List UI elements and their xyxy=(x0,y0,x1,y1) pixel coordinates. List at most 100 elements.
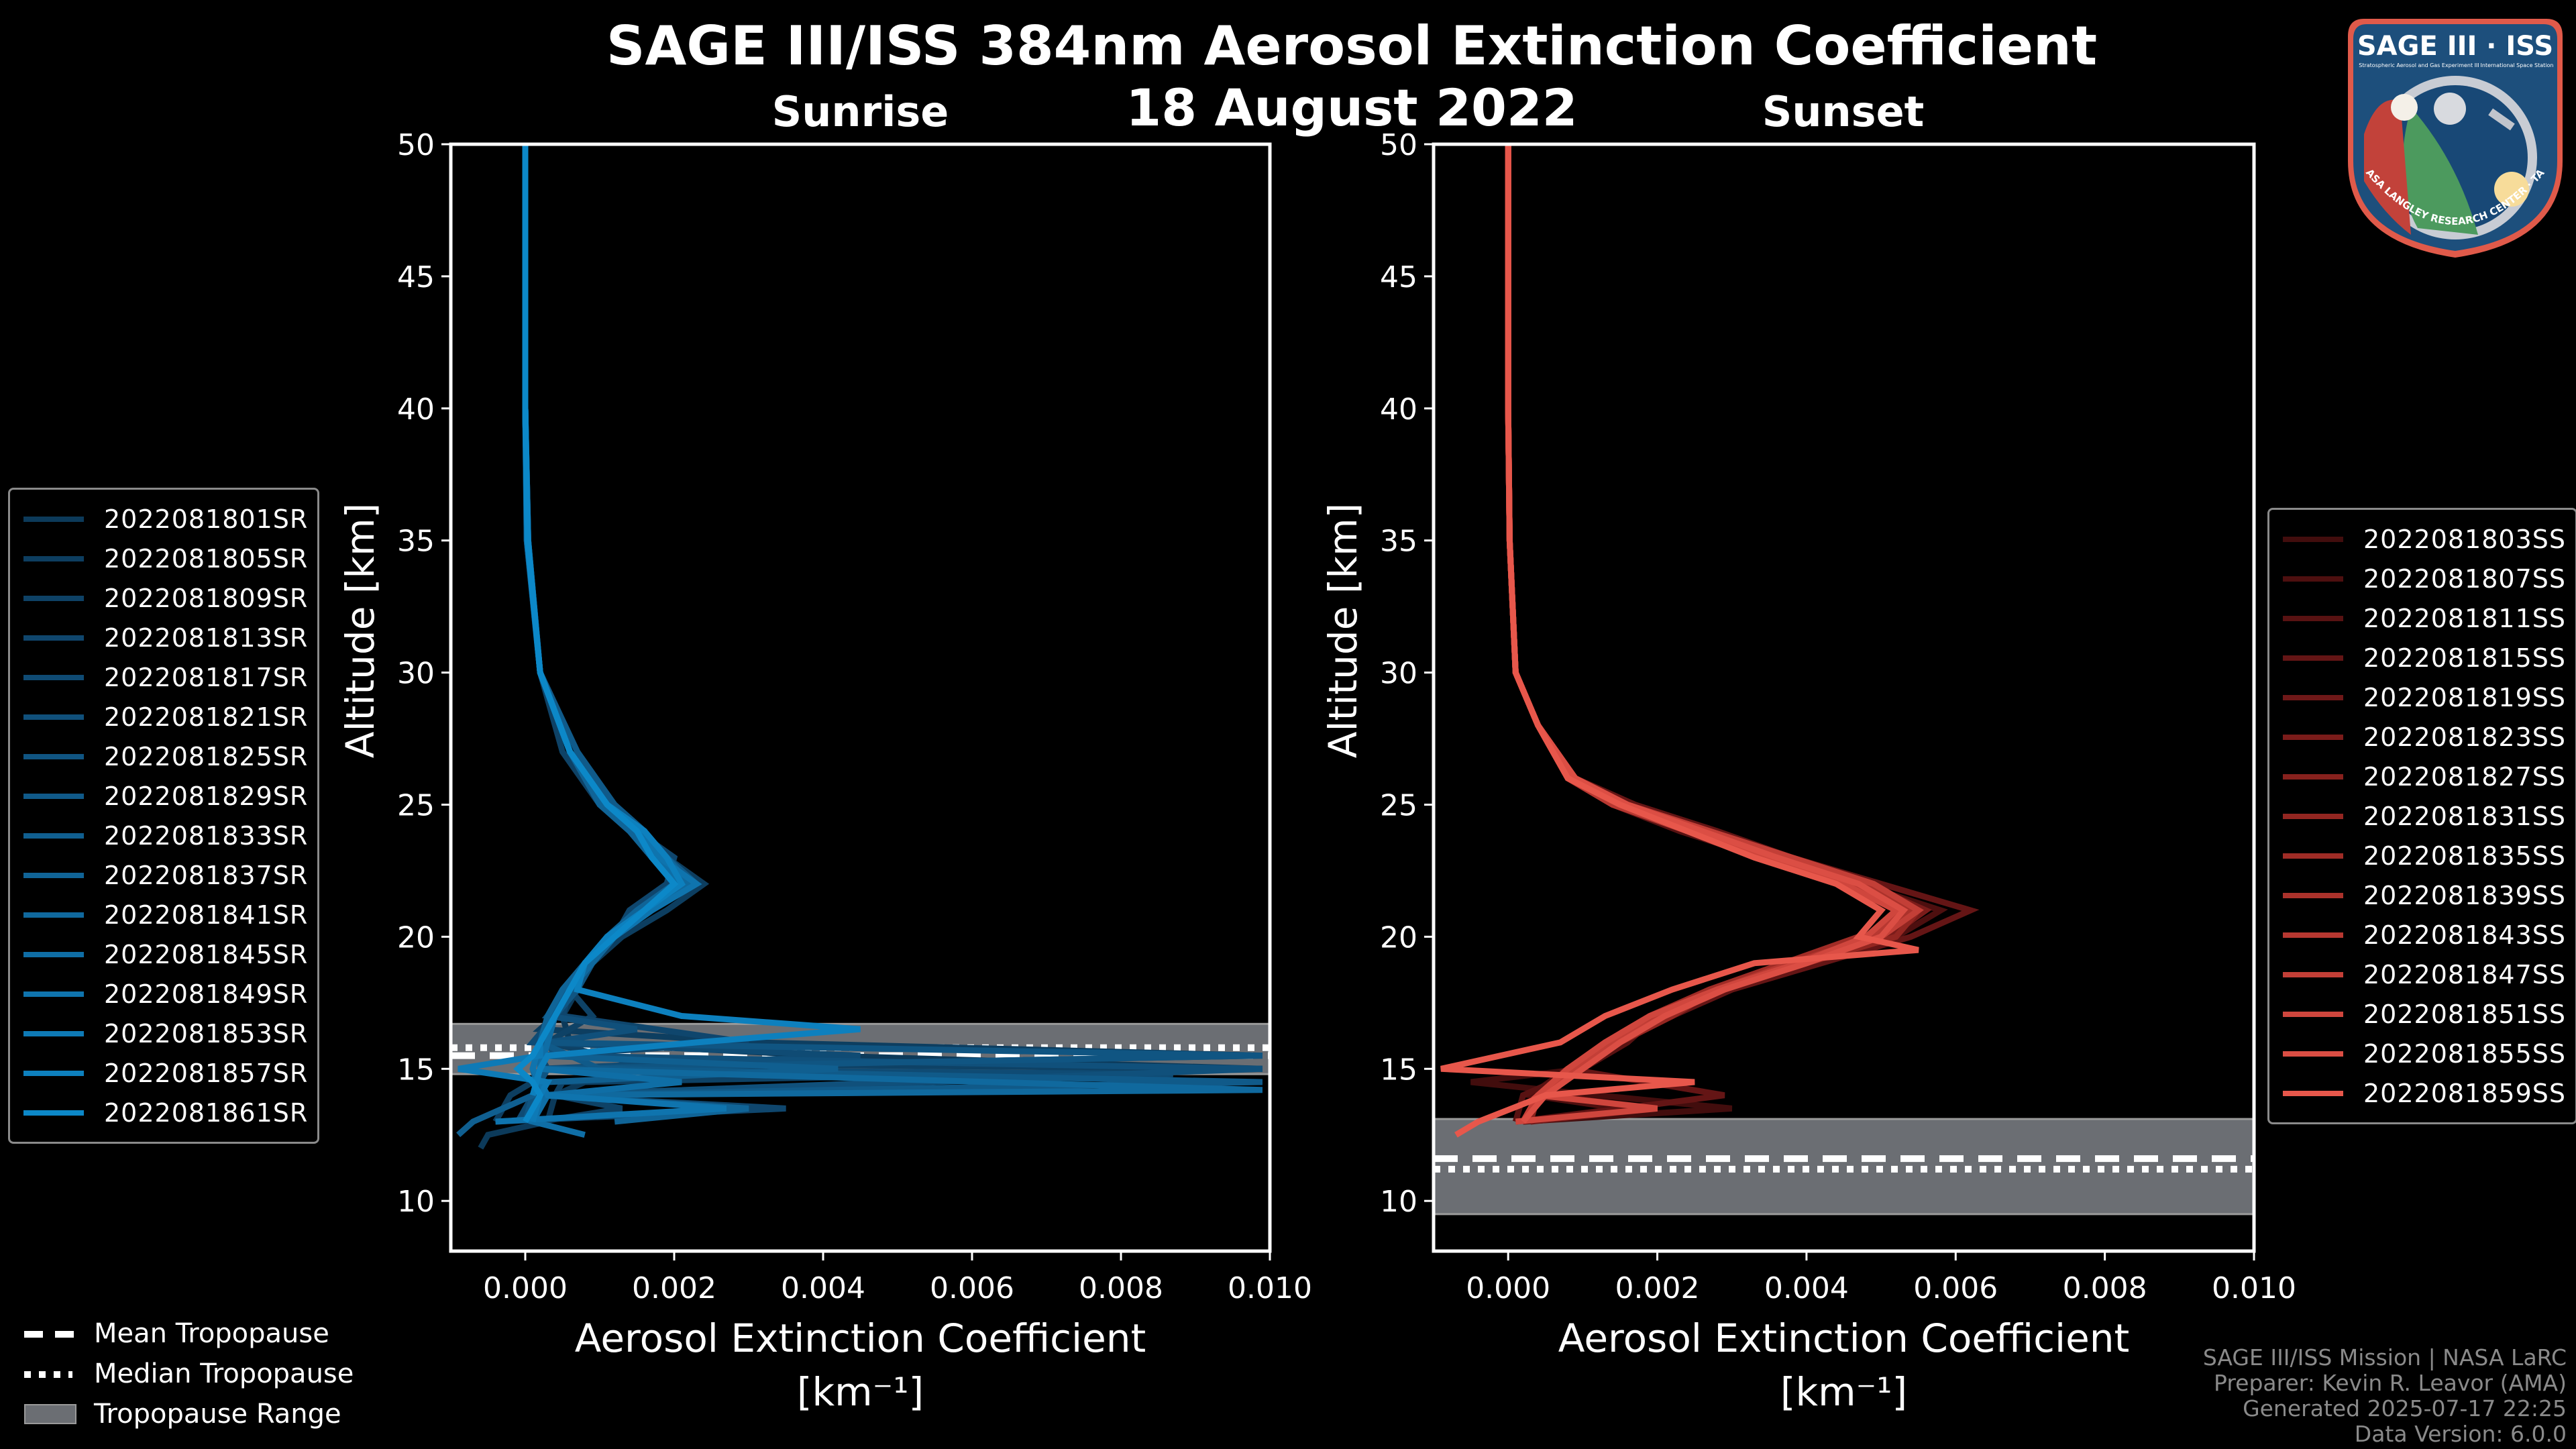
legend-entry: 2022081835SS xyxy=(2283,836,2566,875)
legend-entry: 2022081803SS xyxy=(2283,519,2566,559)
legend-label: 2022081803SS xyxy=(2363,524,2567,554)
legend-entry: 2022081837SR xyxy=(23,855,308,895)
legend-line-swatch-icon xyxy=(2283,1011,2343,1017)
legend-label: 2022081849SR xyxy=(104,979,309,1009)
legend-entry: 2022081849SR xyxy=(23,974,308,1014)
figure-subtitle: 18 August 2022 xyxy=(1126,78,1578,138)
legend-line-swatch-icon xyxy=(2283,892,2343,898)
y-tick-label: 50 xyxy=(1380,128,1417,162)
legend-line-swatch-icon xyxy=(23,1110,84,1116)
legend-line-swatch-icon xyxy=(2283,932,2343,938)
legend-label: 2022081813SR xyxy=(104,623,309,653)
legend-entry: 2022081805SR xyxy=(23,539,308,578)
legend-label: 2022081809SR xyxy=(104,583,309,613)
moon-icon xyxy=(2434,93,2466,125)
series-line-2022081833SR xyxy=(456,144,839,1138)
sunrise-series-group xyxy=(456,144,1263,1150)
series-line-2022081821SR xyxy=(522,144,1263,1123)
x-tick-label: 0.002 xyxy=(1615,1271,1700,1305)
dashed-line-icon xyxy=(24,1324,74,1344)
sunrise-panel-title: Sunrise xyxy=(771,87,949,136)
sunrise-plot-frame xyxy=(449,142,1272,1253)
legend-entry: 2022081843SS xyxy=(2283,915,2566,955)
series-line-2022081859SS xyxy=(1440,144,1919,1138)
legend-line-swatch-icon xyxy=(2283,694,2343,700)
legend-line-swatch-icon xyxy=(2283,853,2343,859)
legend-line-swatch-icon xyxy=(23,793,84,799)
legend-entry: 2022081815SS xyxy=(2283,638,2566,678)
series-line-2022081845SR xyxy=(522,144,686,1138)
range-swatch-icon xyxy=(24,1404,76,1424)
legend-entry: 2022081845SR xyxy=(23,934,308,974)
sunrise-y-axis-label: Altitude [km] xyxy=(337,503,383,758)
sunrise-plot: 10 15 20 25 30 35 40 45 50 0.000 0.002 0.004 0.006 0.… xyxy=(337,128,1312,1415)
sunrise-x-axis-label: Aerosol Extinction Coefficient xyxy=(575,1316,1146,1361)
series-line-2022081811SS xyxy=(1505,144,1910,1123)
legend-entry: 2022081813SR xyxy=(23,618,308,657)
legend-label: 2022081825SR xyxy=(104,741,309,771)
legend-entry: 2022081821SR xyxy=(23,697,308,737)
legend-line-swatch-icon xyxy=(2283,971,2343,977)
series-line-2022081835SS xyxy=(1505,144,1886,1124)
x-tick-label: 0.006 xyxy=(1913,1271,1998,1305)
legend-line-swatch-icon xyxy=(23,951,84,957)
legend-entry: 2022081833SR xyxy=(23,816,308,855)
legend-line-swatch-icon xyxy=(23,595,84,601)
legend-line-swatch-icon xyxy=(2283,773,2343,780)
legend-line-swatch-icon xyxy=(23,1030,84,1036)
legend-entry: 2022081839SS xyxy=(2283,875,2566,915)
x-tick-label: 0.000 xyxy=(1466,1271,1550,1305)
wizard-figure-icon xyxy=(2364,99,2411,235)
legend-entry: 2022081829SR xyxy=(23,776,308,816)
x-tick-label: 0.006 xyxy=(930,1271,1014,1305)
generated-timestamp: Generated 2025-07-17 22:25 xyxy=(2243,1395,2567,1421)
x-tick-label: 0.004 xyxy=(1764,1271,1849,1305)
dotted-line-icon xyxy=(24,1364,74,1384)
sunset-x-axis-units: [km⁻¹] xyxy=(1780,1369,1907,1415)
legend-line-swatch-icon xyxy=(2283,1090,2343,1096)
legend-entry: 2022081823SS xyxy=(2283,717,2566,757)
legend-label: 2022081851SS xyxy=(2363,999,2567,1029)
legend-line-swatch-icon xyxy=(23,1070,84,1076)
series-line-2022081837SR xyxy=(522,144,749,1125)
legend-median-tropopause: Median Tropopause xyxy=(24,1354,354,1394)
series-line-2022081849SR xyxy=(495,144,727,1125)
legend-entry: 2022081811SS xyxy=(2283,598,2566,638)
legend-label: 2022081819SS xyxy=(2363,682,2567,712)
legend-line-swatch-icon xyxy=(23,714,84,720)
tropopause-range-label: Tropopause Range xyxy=(94,1399,341,1430)
sage-iii-iss-mission-patch-logo: SAGE III · ISS Stratospheric Aerosol and… xyxy=(2344,13,2563,258)
legend-line-swatch-icon xyxy=(23,912,84,918)
legend-line-swatch-icon xyxy=(2283,1051,2343,1057)
legend-line-swatch-icon xyxy=(23,991,84,997)
legend-label: 2022081845SR xyxy=(104,939,309,969)
series-line-2022081857SR xyxy=(522,144,861,1096)
legend-line-swatch-icon xyxy=(2283,615,2343,621)
legend-label: 2022081855SS xyxy=(2363,1038,2567,1069)
series-line-2022081805SR xyxy=(492,144,1263,1124)
legend-label: 2022081821SR xyxy=(104,702,309,732)
legend-entry: 2022081825SR xyxy=(23,737,308,776)
sunset-panel-title: Sunset xyxy=(1762,87,1925,136)
series-line-2022081829SR xyxy=(522,144,1263,1123)
x-tick-label: 0.008 xyxy=(2063,1271,2147,1305)
y-tick-label: 15 xyxy=(397,1053,435,1087)
x-tick-label: 0.004 xyxy=(781,1271,865,1305)
legend-entry: 2022081853SR xyxy=(23,1014,308,1053)
y-tick-label: 45 xyxy=(1380,260,1417,294)
legend-label: 2022081857SR xyxy=(104,1058,309,1088)
legend-entry: 2022081857SR xyxy=(23,1053,308,1093)
legend-label: 2022081839SS xyxy=(2363,880,2567,910)
iss-icon xyxy=(2488,108,2515,131)
legend-entry: 2022081851SS xyxy=(2283,994,2566,1034)
legend-line-swatch-icon xyxy=(23,674,84,680)
logo-name: SAGE III · ISS xyxy=(2357,31,2553,62)
legend-label: 2022081837SR xyxy=(104,860,309,890)
mean-tropopause-label: Mean Tropopause xyxy=(94,1318,329,1349)
legend-entry: 2022081847SS xyxy=(2283,955,2566,994)
legend-label: 2022081829SR xyxy=(104,781,309,811)
legend-entry: 2022081807SS xyxy=(2283,559,2566,598)
legend-line-swatch-icon xyxy=(2283,813,2343,819)
series-line-2022081803SS xyxy=(1470,144,1925,1125)
legend-entry: 2022081859SS xyxy=(2283,1073,2566,1113)
